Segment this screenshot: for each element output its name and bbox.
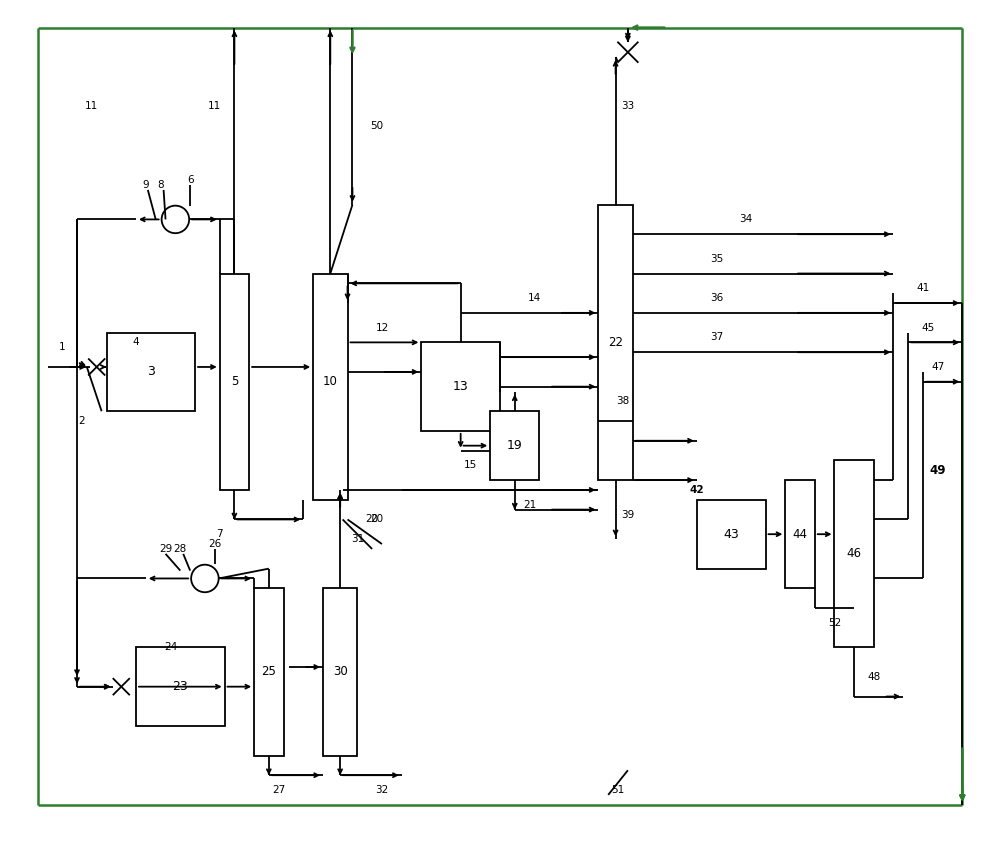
Text: 44: 44 — [793, 528, 808, 540]
Text: 4: 4 — [133, 337, 139, 347]
Text: 42: 42 — [689, 485, 704, 495]
Bar — [136, 648, 225, 726]
Text: 30: 30 — [333, 665, 348, 678]
Bar — [313, 273, 348, 500]
Text: 20: 20 — [366, 515, 379, 524]
Bar — [254, 588, 284, 756]
Text: 38: 38 — [616, 397, 630, 407]
Text: 34: 34 — [739, 214, 753, 225]
Text: 36: 36 — [710, 293, 723, 303]
Bar — [220, 273, 249, 490]
Text: 37: 37 — [710, 333, 723, 342]
Bar — [697, 500, 766, 568]
Text: 3: 3 — [147, 365, 155, 379]
Text: 47: 47 — [931, 362, 944, 372]
Text: 31: 31 — [351, 534, 364, 544]
Text: 25: 25 — [261, 665, 276, 678]
Bar — [598, 204, 633, 480]
Text: 12: 12 — [375, 323, 389, 333]
Text: 29: 29 — [159, 544, 172, 554]
Bar — [323, 588, 357, 756]
Text: 9: 9 — [143, 180, 149, 190]
Circle shape — [162, 206, 189, 233]
Text: 49: 49 — [929, 464, 946, 477]
Bar — [785, 480, 815, 588]
Text: 8: 8 — [157, 180, 164, 190]
Text: 2: 2 — [79, 416, 85, 426]
Text: 11: 11 — [208, 101, 221, 111]
Text: 24: 24 — [164, 643, 177, 653]
Bar — [107, 333, 195, 411]
Text: 21: 21 — [523, 500, 536, 510]
Text: 22: 22 — [608, 336, 623, 349]
Text: 35: 35 — [710, 254, 723, 264]
Text: 7: 7 — [216, 529, 223, 540]
Text: 45: 45 — [921, 323, 935, 333]
Text: 51: 51 — [611, 785, 625, 795]
Text: 48: 48 — [867, 671, 880, 682]
Text: 43: 43 — [723, 528, 739, 540]
Text: 41: 41 — [916, 283, 930, 294]
Text: 39: 39 — [621, 510, 635, 519]
Text: 5: 5 — [231, 375, 238, 388]
Bar — [421, 342, 500, 431]
Text: 46: 46 — [847, 547, 862, 560]
Text: 26: 26 — [208, 539, 221, 549]
Bar — [834, 460, 874, 648]
Bar — [490, 411, 539, 480]
Text: 50: 50 — [370, 121, 384, 131]
Text: 15: 15 — [464, 460, 477, 471]
Text: 23: 23 — [172, 680, 188, 694]
Text: 28: 28 — [174, 544, 187, 554]
Text: 52: 52 — [828, 618, 841, 628]
Text: 10: 10 — [323, 375, 338, 388]
Text: 14: 14 — [528, 293, 541, 303]
Text: 19: 19 — [507, 439, 523, 452]
Text: 1: 1 — [59, 342, 66, 352]
Text: 11: 11 — [85, 101, 98, 111]
Text: 20: 20 — [370, 515, 384, 524]
Circle shape — [191, 565, 219, 592]
Text: 33: 33 — [621, 101, 635, 111]
Text: 32: 32 — [375, 785, 389, 795]
Text: 6: 6 — [187, 175, 193, 185]
Text: 27: 27 — [272, 785, 285, 795]
Text: 13: 13 — [453, 380, 469, 393]
